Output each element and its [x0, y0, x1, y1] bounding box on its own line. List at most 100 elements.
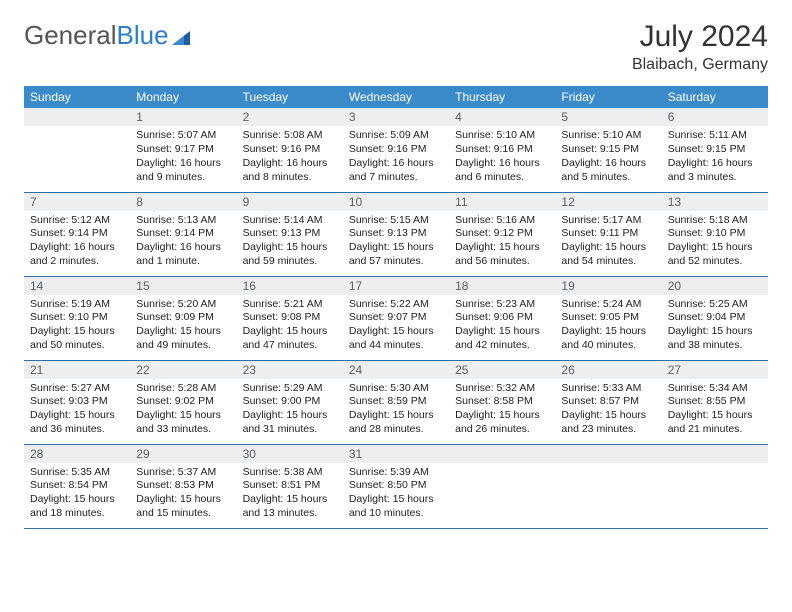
day-detail: Sunrise: 5:30 AMSunset: 8:59 PMDaylight:… — [343, 379, 449, 441]
day-detail: Sunrise: 5:14 AMSunset: 9:13 PMDaylight:… — [237, 211, 343, 273]
day-detail: Sunrise: 5:11 AMSunset: 9:15 PMDaylight:… — [662, 126, 768, 188]
day-detail: Sunrise: 5:37 AMSunset: 8:53 PMDaylight:… — [130, 463, 236, 525]
day-detail: Sunrise: 5:27 AMSunset: 9:03 PMDaylight:… — [24, 379, 130, 441]
day-number: 1 — [130, 108, 236, 126]
day-number: 29 — [130, 445, 236, 463]
calendar-cell: 30Sunrise: 5:38 AMSunset: 8:51 PMDayligh… — [237, 444, 343, 528]
calendar-cell: 6Sunrise: 5:11 AMSunset: 9:15 PMDaylight… — [662, 108, 768, 192]
calendar-cell — [662, 444, 768, 528]
day-detail: Sunrise: 5:22 AMSunset: 9:07 PMDaylight:… — [343, 295, 449, 357]
weekday-header: Saturday — [662, 86, 768, 108]
calendar-cell: 25Sunrise: 5:32 AMSunset: 8:58 PMDayligh… — [449, 360, 555, 444]
weekday-header: Wednesday — [343, 86, 449, 108]
day-number: 25 — [449, 361, 555, 379]
day-number: 22 — [130, 361, 236, 379]
calendar-cell — [449, 444, 555, 528]
logo-text-2: Blue — [117, 20, 169, 51]
day-number — [662, 445, 768, 463]
title-block: July 2024 Blaibach, Germany — [632, 20, 768, 74]
day-detail: Sunrise: 5:28 AMSunset: 9:02 PMDaylight:… — [130, 379, 236, 441]
calendar-cell: 26Sunrise: 5:33 AMSunset: 8:57 PMDayligh… — [555, 360, 661, 444]
day-detail: Sunrise: 5:10 AMSunset: 9:16 PMDaylight:… — [449, 126, 555, 188]
day-number: 3 — [343, 108, 449, 126]
day-number: 15 — [130, 277, 236, 295]
logo-triangle-icon — [172, 21, 190, 35]
calendar-cell: 23Sunrise: 5:29 AMSunset: 9:00 PMDayligh… — [237, 360, 343, 444]
calendar-cell: 13Sunrise: 5:18 AMSunset: 9:10 PMDayligh… — [662, 192, 768, 276]
calendar-cell: 17Sunrise: 5:22 AMSunset: 9:07 PMDayligh… — [343, 276, 449, 360]
calendar-row: 7Sunrise: 5:12 AMSunset: 9:14 PMDaylight… — [24, 192, 768, 276]
calendar-cell: 15Sunrise: 5:20 AMSunset: 9:09 PMDayligh… — [130, 276, 236, 360]
day-number: 12 — [555, 193, 661, 211]
day-number: 11 — [449, 193, 555, 211]
day-detail: Sunrise: 5:34 AMSunset: 8:55 PMDaylight:… — [662, 379, 768, 441]
day-detail: Sunrise: 5:24 AMSunset: 9:05 PMDaylight:… — [555, 295, 661, 357]
day-number: 2 — [237, 108, 343, 126]
calendar-cell — [24, 108, 130, 192]
day-detail: Sunrise: 5:16 AMSunset: 9:12 PMDaylight:… — [449, 211, 555, 273]
day-detail: Sunrise: 5:19 AMSunset: 9:10 PMDaylight:… — [24, 295, 130, 357]
calendar-cell: 18Sunrise: 5:23 AMSunset: 9:06 PMDayligh… — [449, 276, 555, 360]
calendar-row: 14Sunrise: 5:19 AMSunset: 9:10 PMDayligh… — [24, 276, 768, 360]
calendar-cell: 3Sunrise: 5:09 AMSunset: 9:16 PMDaylight… — [343, 108, 449, 192]
calendar-cell: 27Sunrise: 5:34 AMSunset: 8:55 PMDayligh… — [662, 360, 768, 444]
calendar-cell: 20Sunrise: 5:25 AMSunset: 9:04 PMDayligh… — [662, 276, 768, 360]
day-detail: Sunrise: 5:12 AMSunset: 9:14 PMDaylight:… — [24, 211, 130, 273]
calendar-cell: 1Sunrise: 5:07 AMSunset: 9:17 PMDaylight… — [130, 108, 236, 192]
day-number: 19 — [555, 277, 661, 295]
calendar-cell: 2Sunrise: 5:08 AMSunset: 9:16 PMDaylight… — [237, 108, 343, 192]
calendar-cell: 8Sunrise: 5:13 AMSunset: 9:14 PMDaylight… — [130, 192, 236, 276]
day-detail: Sunrise: 5:07 AMSunset: 9:17 PMDaylight:… — [130, 126, 236, 188]
logo: GeneralBlue — [24, 20, 190, 51]
day-number: 14 — [24, 277, 130, 295]
weekday-header-row: SundayMondayTuesdayWednesdayThursdayFrid… — [24, 86, 768, 108]
day-number: 5 — [555, 108, 661, 126]
day-number — [24, 108, 130, 126]
day-detail: Sunrise: 5:09 AMSunset: 9:16 PMDaylight:… — [343, 126, 449, 188]
day-number: 16 — [237, 277, 343, 295]
calendar-row: 1Sunrise: 5:07 AMSunset: 9:17 PMDaylight… — [24, 108, 768, 192]
day-detail: Sunrise: 5:33 AMSunset: 8:57 PMDaylight:… — [555, 379, 661, 441]
day-number: 9 — [237, 193, 343, 211]
calendar-cell: 10Sunrise: 5:15 AMSunset: 9:13 PMDayligh… — [343, 192, 449, 276]
day-number: 21 — [24, 361, 130, 379]
weekday-header: Thursday — [449, 86, 555, 108]
calendar-cell: 14Sunrise: 5:19 AMSunset: 9:10 PMDayligh… — [24, 276, 130, 360]
calendar-cell: 9Sunrise: 5:14 AMSunset: 9:13 PMDaylight… — [237, 192, 343, 276]
day-number: 24 — [343, 361, 449, 379]
weekday-header: Sunday — [24, 86, 130, 108]
day-detail: Sunrise: 5:35 AMSunset: 8:54 PMDaylight:… — [24, 463, 130, 525]
day-number: 8 — [130, 193, 236, 211]
day-detail: Sunrise: 5:29 AMSunset: 9:00 PMDaylight:… — [237, 379, 343, 441]
calendar-cell: 28Sunrise: 5:35 AMSunset: 8:54 PMDayligh… — [24, 444, 130, 528]
calendar-body: 1Sunrise: 5:07 AMSunset: 9:17 PMDaylight… — [24, 108, 768, 528]
day-number: 26 — [555, 361, 661, 379]
day-number: 23 — [237, 361, 343, 379]
header: GeneralBlue July 2024 Blaibach, Germany — [24, 20, 768, 74]
day-number: 20 — [662, 277, 768, 295]
location: Blaibach, Germany — [632, 56, 768, 74]
day-number: 27 — [662, 361, 768, 379]
day-detail: Sunrise: 5:17 AMSunset: 9:11 PMDaylight:… — [555, 211, 661, 273]
calendar-cell: 24Sunrise: 5:30 AMSunset: 8:59 PMDayligh… — [343, 360, 449, 444]
day-number: 7 — [24, 193, 130, 211]
day-number: 31 — [343, 445, 449, 463]
day-detail: Sunrise: 5:32 AMSunset: 8:58 PMDaylight:… — [449, 379, 555, 441]
day-number — [449, 445, 555, 463]
day-number: 18 — [449, 277, 555, 295]
day-detail: Sunrise: 5:21 AMSunset: 9:08 PMDaylight:… — [237, 295, 343, 357]
calendar-row: 21Sunrise: 5:27 AMSunset: 9:03 PMDayligh… — [24, 360, 768, 444]
calendar-cell: 22Sunrise: 5:28 AMSunset: 9:02 PMDayligh… — [130, 360, 236, 444]
calendar-cell: 4Sunrise: 5:10 AMSunset: 9:16 PMDaylight… — [449, 108, 555, 192]
day-detail: Sunrise: 5:25 AMSunset: 9:04 PMDaylight:… — [662, 295, 768, 357]
day-number: 13 — [662, 193, 768, 211]
day-detail: Sunrise: 5:38 AMSunset: 8:51 PMDaylight:… — [237, 463, 343, 525]
calendar-cell: 5Sunrise: 5:10 AMSunset: 9:15 PMDaylight… — [555, 108, 661, 192]
calendar-cell: 29Sunrise: 5:37 AMSunset: 8:53 PMDayligh… — [130, 444, 236, 528]
day-number: 17 — [343, 277, 449, 295]
day-number: 6 — [662, 108, 768, 126]
day-detail: Sunrise: 5:39 AMSunset: 8:50 PMDaylight:… — [343, 463, 449, 525]
day-detail: Sunrise: 5:15 AMSunset: 9:13 PMDaylight:… — [343, 211, 449, 273]
day-number: 10 — [343, 193, 449, 211]
calendar-cell — [555, 444, 661, 528]
